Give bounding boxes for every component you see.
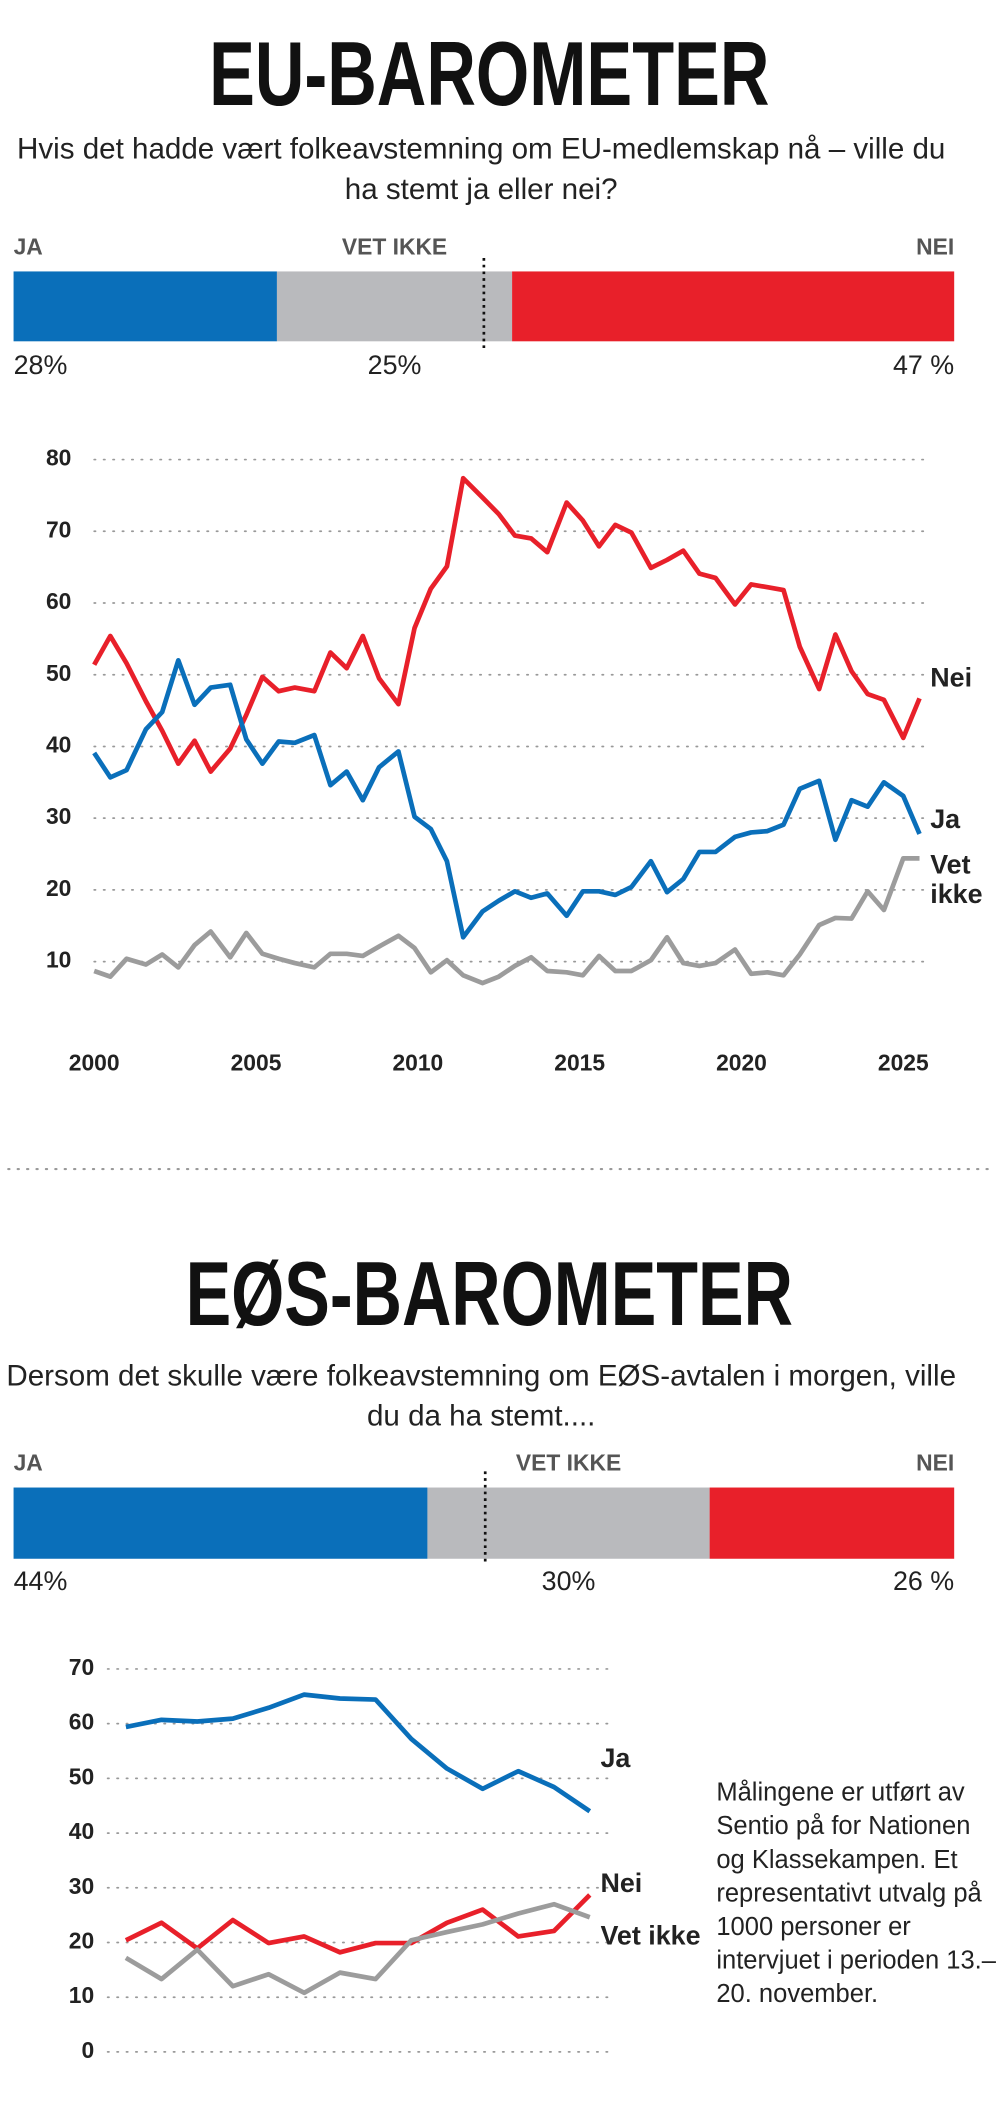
series-label: Ja	[930, 804, 961, 834]
y-tick-label: 60	[46, 588, 71, 614]
y-tick-label: 30	[69, 1873, 94, 1899]
series-line	[125, 1692, 592, 1814]
y-tick-label: 30	[46, 803, 71, 829]
bar-segment	[276, 271, 513, 342]
subtitle-box: Dersom det skulle være folkeavstemning o…	[6, 1358, 957, 1433]
y-tick-label: 0	[81, 2037, 94, 2063]
bar-segment	[512, 271, 955, 342]
y-tick-label: 80	[46, 445, 71, 471]
series-label-box: Nei	[930, 663, 973, 694]
series-label: Nei	[930, 663, 973, 694]
bar-segment	[13, 271, 277, 342]
segment-label: VET IKKE	[342, 234, 447, 260]
y-tick-label: 20	[46, 875, 71, 901]
series-line	[92, 475, 922, 774]
series-label-box: Ja	[600, 1743, 631, 1774]
series-label-box: Vet ikke	[600, 1921, 701, 1951]
annotation-box: Målingene er utført av Sentio på for Nat…	[716, 1779, 996, 2009]
y-tick-label: 40	[69, 1818, 94, 1844]
series-label: Ja	[600, 1743, 631, 1774]
value-label: 44%	[14, 1566, 68, 1596]
x-tick-label: 2020	[716, 1049, 767, 1075]
x-tick-label: 2025	[878, 1049, 929, 1075]
y-tick-label: 10	[69, 1982, 94, 2008]
value-label: 47 %	[893, 350, 954, 380]
series-label-box: Vet ikke	[930, 850, 983, 910]
x-tick-label: 2010	[392, 1049, 443, 1075]
bar-segment	[13, 1487, 428, 1559]
segment-label: JA	[14, 234, 43, 260]
y-tick-label: 70	[46, 516, 71, 542]
bar-segment	[427, 1487, 710, 1559]
value-label: 26 %	[893, 1566, 954, 1596]
value-label: 30%	[542, 1566, 596, 1596]
title: EU-BAROMETER	[209, 23, 769, 125]
annotation: Målingene er utført av Sentio på for Nat…	[716, 1779, 996, 2009]
y-tick-label: 20	[69, 1928, 94, 1954]
series-label: Vet ikke	[600, 1921, 701, 1951]
subtitle: Hvis det hadde vært folkeavstemning om E…	[17, 131, 946, 206]
y-tick-label: 70	[69, 1654, 94, 1680]
series-line	[92, 657, 922, 940]
x-tick-label: 2015	[554, 1049, 605, 1075]
subtitle-box: Hvis det hadde vært folkeavstemning om E…	[17, 131, 946, 206]
series-line	[124, 1901, 591, 1996]
bar-segment	[709, 1487, 955, 1559]
title: EØS-BAROMETER	[186, 1243, 793, 1345]
series-label: Nei	[600, 1869, 643, 1899]
subtitle: Dersom det skulle være folkeavstemning o…	[6, 1358, 957, 1433]
y-tick-label: 10	[46, 947, 71, 973]
x-tick-label: 2000	[69, 1049, 120, 1075]
y-tick-label: 50	[46, 660, 71, 686]
value-label: 28%	[14, 350, 68, 380]
x-tick-label: 2005	[231, 1049, 282, 1075]
series-label: Vet ikke	[930, 850, 983, 910]
segment-label: JA	[14, 1450, 43, 1476]
series-label-box: Ja	[930, 804, 961, 834]
segment-label: NEI	[916, 1450, 954, 1476]
value-label: 25%	[368, 350, 422, 380]
segment-label: VET IKKE	[516, 1450, 621, 1476]
segment-label: NEI	[916, 234, 954, 260]
y-tick-label: 60	[69, 1709, 94, 1735]
y-tick-label: 40	[46, 731, 71, 757]
series-line	[124, 1893, 592, 1955]
y-tick-label: 50	[69, 1763, 94, 1789]
series-line	[93, 856, 920, 986]
series-label-box: Nei	[600, 1869, 643, 1899]
